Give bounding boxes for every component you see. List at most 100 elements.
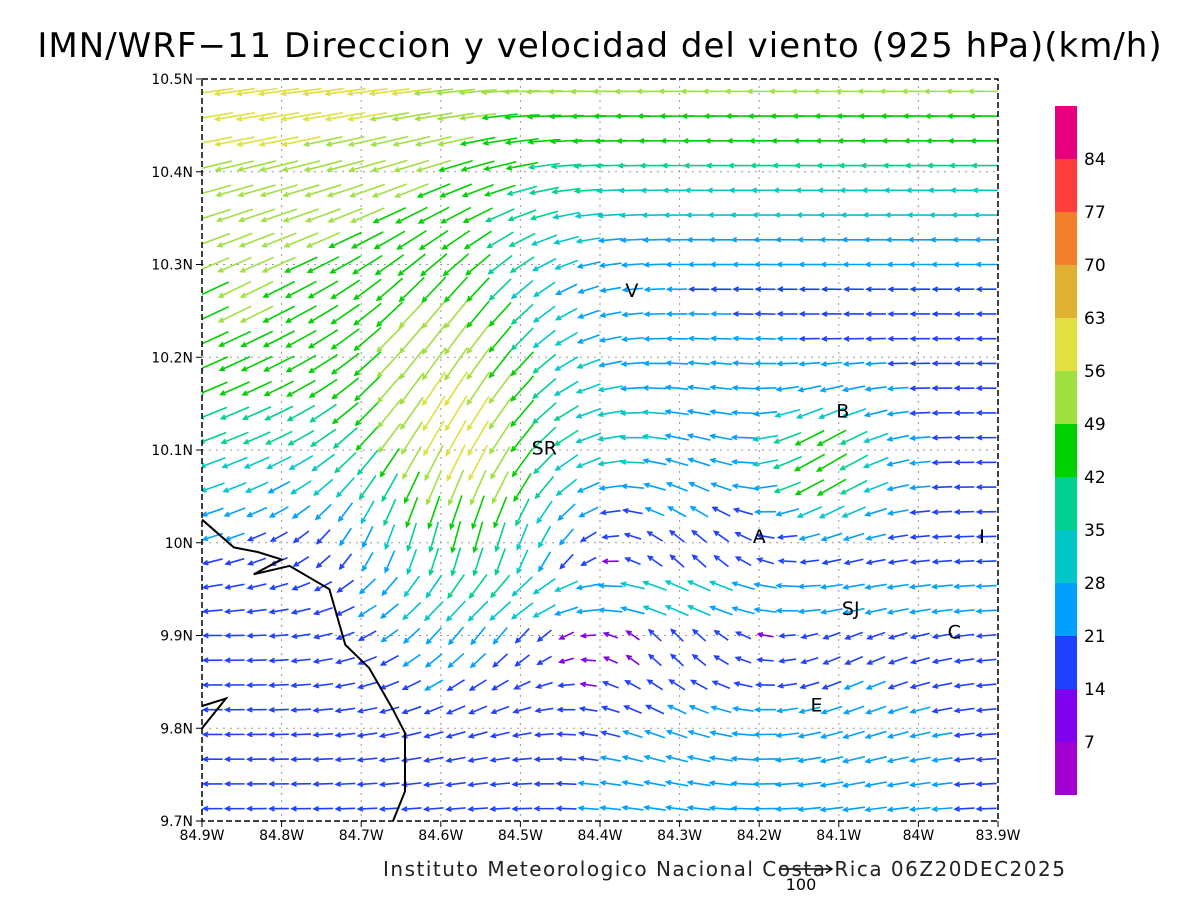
wind-arrow-head [268, 706, 275, 713]
wind-arrow [444, 395, 468, 432]
wind-arrow-head [907, 236, 914, 243]
wind-arrow [619, 581, 645, 590]
wind-arrow [532, 426, 557, 450]
colorbar-label: 42 [1084, 468, 1106, 488]
wind-arrow-head [483, 191, 491, 197]
wind-arrow-shaft [581, 634, 597, 637]
wind-arrow-head [559, 563, 566, 570]
wind-arrow-head [926, 162, 933, 169]
wind-arrow [280, 111, 322, 122]
wind-arrow-head [953, 533, 961, 540]
wind-arrow-head [575, 437, 582, 444]
wind-arrow [642, 385, 667, 391]
wind-arrow [974, 261, 998, 268]
wind-arrow-head [379, 660, 387, 666]
wind-arrow [931, 385, 953, 392]
wind-arrow-head [436, 115, 444, 122]
wind-arrow-shaft [217, 208, 254, 222]
wind-arrow-shaft [446, 444, 466, 481]
credit-line: Instituto Meteorologico Nacional Costa R… [383, 857, 1067, 881]
wind-arrow-head [353, 294, 360, 301]
wind-arrow-shaft [421, 276, 447, 303]
colorbar-swatch [1055, 742, 1077, 795]
wind-arrow-head [975, 533, 983, 540]
wind-arrow-head [202, 608, 209, 615]
wind-arrow-shaft [820, 781, 844, 787]
wind-arrow-head [469, 662, 477, 669]
wind-arrow-head [533, 731, 541, 738]
wind-arrow-head [842, 335, 850, 342]
wind-arrow-head [836, 137, 844, 144]
wind-arrow-head [406, 545, 412, 552]
wind-arrow [284, 256, 318, 273]
wind-arrow-shaft [331, 328, 360, 350]
wind-arrow-head [820, 361, 827, 367]
wind-arrow-head [841, 806, 849, 813]
wind-arrow-shaft [325, 87, 366, 95]
wind-arrow [356, 732, 378, 739]
wind-arrow-shaft [558, 683, 575, 687]
wind-arrow [819, 806, 844, 813]
wind-arrow-head [312, 805, 319, 812]
wind-arrow-shaft [486, 208, 515, 222]
wind-arrow-shaft [246, 481, 269, 493]
y-tick-label: 10.5N [151, 72, 193, 88]
wind-arrow-head [773, 212, 781, 218]
wind-arrow [624, 680, 641, 690]
wind-arrow-head [511, 470, 518, 478]
wind-arrow-head [444, 399, 451, 407]
wind-arrow-head [290, 756, 297, 763]
wind-arrow-shaft [215, 136, 255, 146]
wind-arrow [732, 310, 754, 317]
wind-arrow [219, 381, 250, 396]
wind-arrow [576, 261, 600, 269]
wind-arrow-shaft [889, 534, 908, 539]
wind-arrow [244, 481, 269, 493]
wind-arrow-head [554, 465, 561, 472]
wind-arrow [730, 780, 756, 787]
wind-arrow [864, 507, 888, 517]
wind-arrow [202, 381, 228, 396]
wind-arrow [953, 509, 975, 515]
wind-arrow-shaft [888, 386, 909, 390]
wind-arrow-head [348, 166, 356, 173]
wind-arrow-head [214, 141, 221, 147]
wind-arrow [466, 371, 490, 406]
wind-arrow-head [235, 115, 243, 122]
wind-arrow-shaft [260, 160, 299, 171]
wind-arrow [686, 805, 711, 811]
wind-arrow-shaft [535, 475, 555, 499]
wind-arrow-head [482, 165, 490, 172]
wind-arrow-head [772, 187, 780, 194]
wind-arrow-shaft [799, 706, 821, 714]
wind-arrow [268, 781, 289, 787]
wind-arrow [909, 681, 931, 690]
wind-arrow-head [597, 386, 605, 393]
wind-arrow [416, 183, 451, 198]
wind-arrow-shaft [303, 111, 344, 121]
wind-arrow-head [908, 460, 916, 466]
colorbar-swatch [1055, 583, 1077, 636]
wind-arrow-head [488, 397, 495, 405]
wind-arrow [776, 335, 798, 342]
wind-arrow [839, 454, 869, 471]
wind-arrow-head [800, 633, 808, 640]
wind-arrow [437, 136, 474, 147]
wind-arrow-head [752, 756, 760, 763]
wind-arrow-shaft [643, 435, 668, 440]
wind-arrow-head [820, 535, 828, 542]
wind-arrow-head [463, 243, 471, 250]
wind-arrow [575, 457, 601, 469]
wind-arrow-head [685, 212, 692, 218]
wind-arrow-head [533, 756, 541, 763]
wind-arrow-head [660, 162, 668, 169]
wind-arrow-head [447, 499, 454, 507]
wind-arrow-head [880, 137, 888, 144]
wind-arrow-head [669, 554, 676, 561]
wind-arrow-shaft [215, 111, 256, 121]
wind-arrow-head [334, 805, 342, 812]
wind-arrow-head [290, 633, 298, 640]
wind-arrow-shaft [315, 503, 332, 520]
wind-arrow-head [267, 488, 275, 494]
wind-arrow [330, 279, 361, 300]
